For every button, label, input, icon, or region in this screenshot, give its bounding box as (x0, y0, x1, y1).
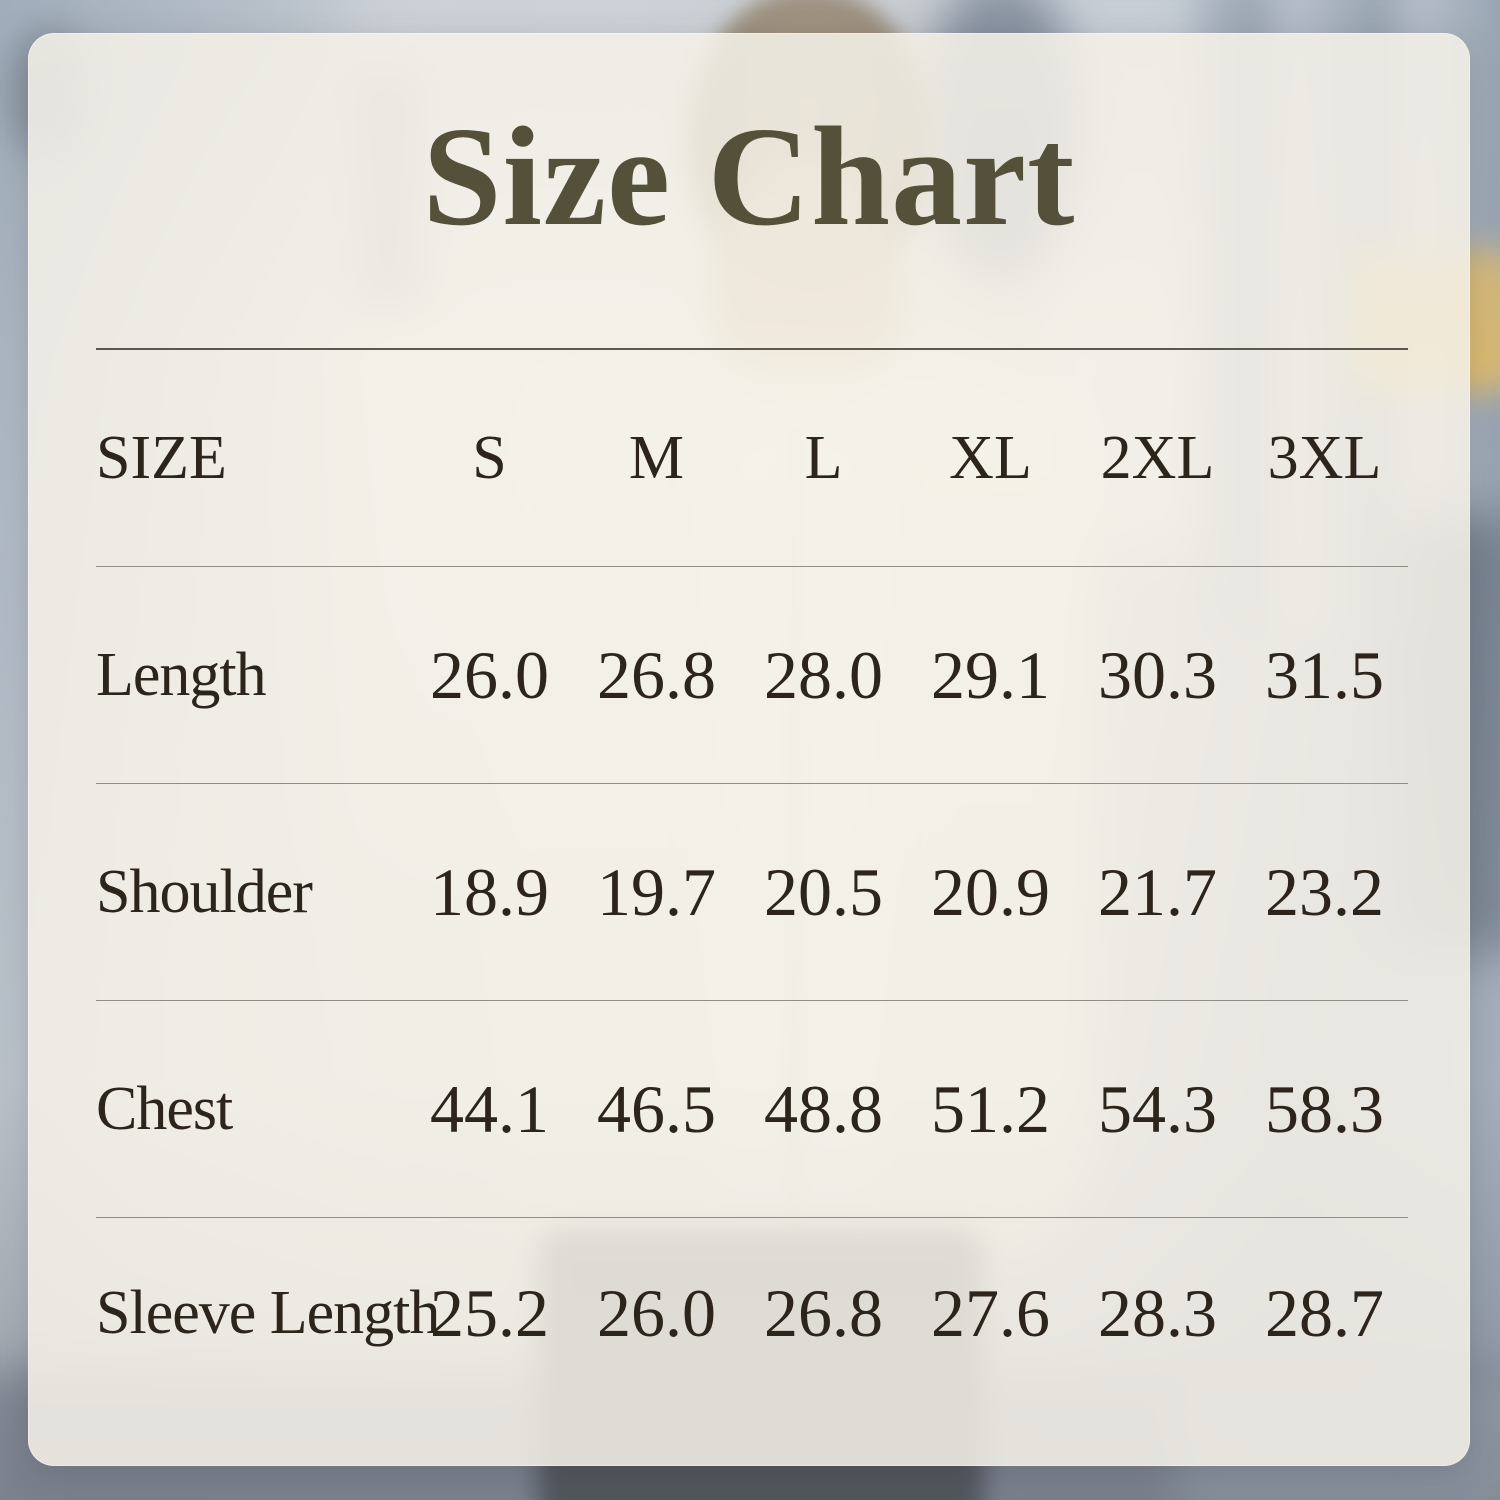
cell-value: 27.6 (931, 1274, 1050, 1351)
cell-value: 19.7 (597, 853, 716, 930)
cell-value: 54.3 (1098, 1070, 1217, 1147)
row-label: Chest (96, 1074, 233, 1143)
cell-value: 44.1 (430, 1070, 549, 1147)
cell-value: 26.0 (430, 636, 549, 713)
table-row-chest: Chest 44.1 46.5 48.8 51.2 54.3 58.3 (96, 1001, 1408, 1218)
column-header-m: M (628, 423, 685, 492)
row-label: Sleeve Length (96, 1278, 440, 1347)
cell-value: 28.7 (1265, 1274, 1384, 1351)
size-table: SIZE S M L XL 2XL 3XL Length 26.0 26.8 2… (96, 348, 1408, 1408)
cell-value: 23.2 (1265, 853, 1384, 930)
cell-value: 20.9 (931, 853, 1050, 930)
cell-value: 28.0 (764, 636, 883, 713)
cell-value: 26.0 (597, 1274, 716, 1351)
row-label: Length (96, 640, 267, 709)
cell-value: 58.3 (1265, 1070, 1384, 1147)
cell-value: 21.7 (1098, 853, 1217, 930)
column-header-xl: XL (949, 423, 1032, 492)
size-chart-panel: Size Chart SIZE S M L XL 2XL 3XL Length … (28, 33, 1470, 1466)
table-row-length: Length 26.0 26.8 28.0 29.1 30.3 31.5 (96, 567, 1408, 784)
page-title: Size Chart (422, 97, 1076, 255)
cell-value: 51.2 (931, 1070, 1050, 1147)
column-header-s: S (472, 423, 507, 492)
cell-value: 18.9 (430, 853, 549, 930)
cell-value: 26.8 (764, 1274, 883, 1351)
cell-value: 28.3 (1098, 1274, 1217, 1351)
cell-value: 30.3 (1098, 636, 1217, 713)
cell-value: 26.8 (597, 636, 716, 713)
table-header-row: SIZE S M L XL 2XL 3XL (96, 350, 1408, 567)
column-header-size: SIZE (96, 423, 227, 492)
cell-value: 25.2 (430, 1274, 549, 1351)
cell-value: 48.8 (764, 1070, 883, 1147)
column-header-2xl: 2XL (1100, 423, 1215, 492)
cell-value: 31.5 (1265, 636, 1384, 713)
column-header-l: L (804, 423, 843, 492)
cell-value: 20.5 (764, 853, 883, 930)
cell-value: 46.5 (597, 1070, 716, 1147)
table-row-shoulder: Shoulder 18.9 19.7 20.5 20.9 21.7 23.2 (96, 784, 1408, 1001)
column-header-3xl: 3XL (1267, 423, 1382, 492)
table-row-sleeve-length: Sleeve Length 25.2 26.0 26.8 27.6 28.3 2… (96, 1218, 1408, 1408)
cell-value: 29.1 (931, 636, 1050, 713)
row-label: Shoulder (96, 857, 313, 926)
